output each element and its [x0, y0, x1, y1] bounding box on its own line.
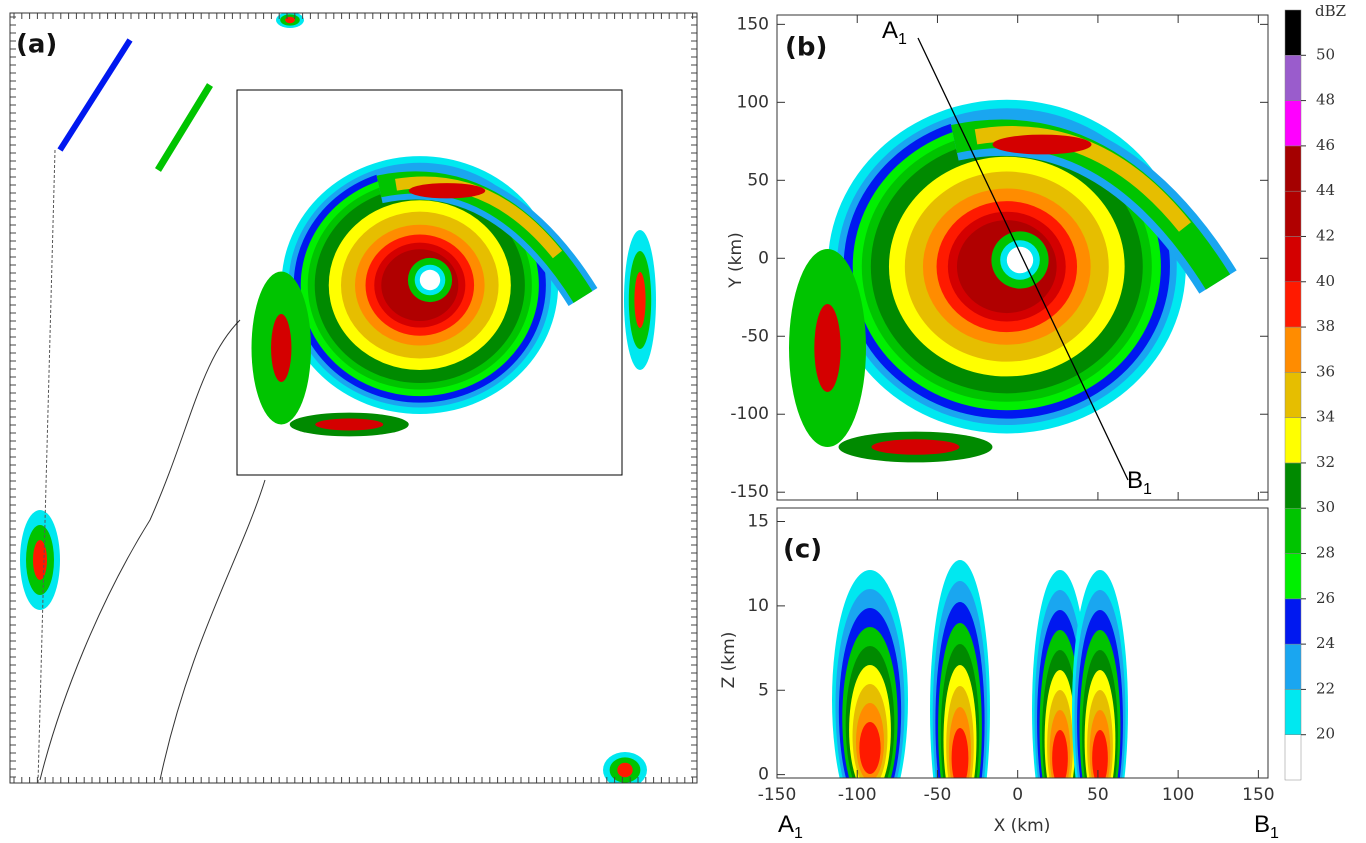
x-tick-label: 100 — [1162, 785, 1194, 805]
colorbar-swatch — [1285, 236, 1301, 281]
echo — [872, 439, 960, 454]
colorbar-swatch — [1285, 463, 1301, 508]
y-axis-label: Z (km) — [719, 632, 739, 689]
echo — [1007, 247, 1033, 273]
echo — [315, 419, 383, 431]
colorbar-swatch — [1285, 372, 1301, 417]
panel-label: (a) — [16, 30, 57, 60]
echo — [60, 40, 130, 150]
echo — [859, 722, 880, 774]
section-label: A1 — [778, 811, 803, 842]
colorbar-label: 32 — [1316, 453, 1335, 471]
colorbar-swatch — [1285, 735, 1301, 780]
colorbar-swatch — [1285, 10, 1301, 55]
colorbar-label: 44 — [1316, 181, 1335, 199]
colorbar-label: 22 — [1316, 679, 1335, 697]
echo — [33, 540, 47, 580]
x-tick-label: -50 — [924, 785, 952, 805]
echo — [409, 183, 486, 198]
colorbar-label: 26 — [1316, 589, 1335, 607]
echo — [814, 304, 840, 392]
colorbar-unit: dBZ — [1315, 2, 1346, 20]
colorbar-swatch — [1285, 55, 1301, 100]
x-tick-label: -150 — [758, 785, 797, 805]
y-tick-label: 150 — [737, 14, 769, 34]
colorbar-label: 50 — [1316, 45, 1335, 63]
section-label: B1 — [1127, 467, 1152, 498]
coastline — [40, 320, 265, 780]
x-tick-label: 50 — [1087, 785, 1109, 805]
x-tick-label: -100 — [838, 785, 877, 805]
y-tick-label: 0 — [758, 765, 769, 785]
colorbar-label: 48 — [1316, 91, 1335, 109]
boundary — [38, 150, 55, 783]
colorbar-swatch — [1285, 191, 1301, 236]
colorbar-label: 24 — [1316, 634, 1335, 652]
colorbar-label: 28 — [1316, 544, 1335, 562]
panel-a-field — [20, 12, 656, 788]
colorbar-swatch — [1285, 508, 1301, 553]
colorbar-swatch — [1285, 599, 1301, 644]
colorbar-swatch — [1285, 554, 1301, 599]
y-tick-label: 5 — [758, 680, 769, 700]
colorbar-label: 20 — [1316, 725, 1335, 743]
section-label: A1 — [882, 17, 907, 48]
echo — [158, 85, 210, 170]
x-tick-label: 0 — [1012, 785, 1023, 805]
figure: -150 -100 -50 0 50 100 150 0 5 10 15 -150 -100 -50 0 50… — [0, 0, 1366, 843]
y-tick-label: 0 — [758, 248, 769, 268]
echo — [993, 135, 1092, 155]
echo — [271, 314, 291, 382]
colorbar-swatch — [1285, 418, 1301, 463]
section-label: B1 — [1254, 811, 1279, 842]
y-tick-label: 15 — [747, 512, 769, 532]
colorbar-label: 42 — [1316, 226, 1335, 244]
y-tick-label: -50 — [741, 326, 769, 346]
x-axis-label: X (km) — [994, 816, 1051, 836]
echo — [617, 763, 632, 777]
colorbar-label: 34 — [1316, 408, 1335, 426]
axes: -150 -100 -50 0 50 100 150 0 5 10 15 -150 -100 -50 0 50… — [10, 10, 1335, 805]
colorbar-label: 36 — [1316, 362, 1335, 380]
y-tick-label: 50 — [747, 170, 769, 190]
colorbar-swatch — [1285, 689, 1301, 734]
colorbar-label: 38 — [1316, 317, 1335, 335]
colorbar-label: 40 — [1316, 272, 1335, 290]
y-tick-label: -150 — [730, 482, 769, 502]
colorbar-swatch — [1285, 101, 1301, 146]
echo — [420, 270, 440, 290]
colorbar-swatch — [1285, 146, 1301, 191]
panel-label: (b) — [785, 33, 827, 63]
echo — [634, 272, 645, 328]
echo — [952, 728, 969, 788]
colorbar-label: 46 — [1316, 136, 1335, 154]
colorbar-swatch — [1285, 327, 1301, 372]
y-axis-label: Y (km) — [726, 232, 746, 288]
colorbar-swatch — [1285, 644, 1301, 689]
colorbar-swatch — [1285, 282, 1301, 327]
x-tick-label: 150 — [1242, 785, 1274, 805]
panel-b-field — [789, 100, 1218, 463]
colorbar-label: 30 — [1316, 498, 1335, 516]
y-tick-label: 10 — [747, 596, 769, 616]
y-tick-label: -100 — [730, 404, 769, 424]
y-tick-label: 100 — [737, 92, 769, 112]
panel-label: (c) — [783, 535, 822, 565]
